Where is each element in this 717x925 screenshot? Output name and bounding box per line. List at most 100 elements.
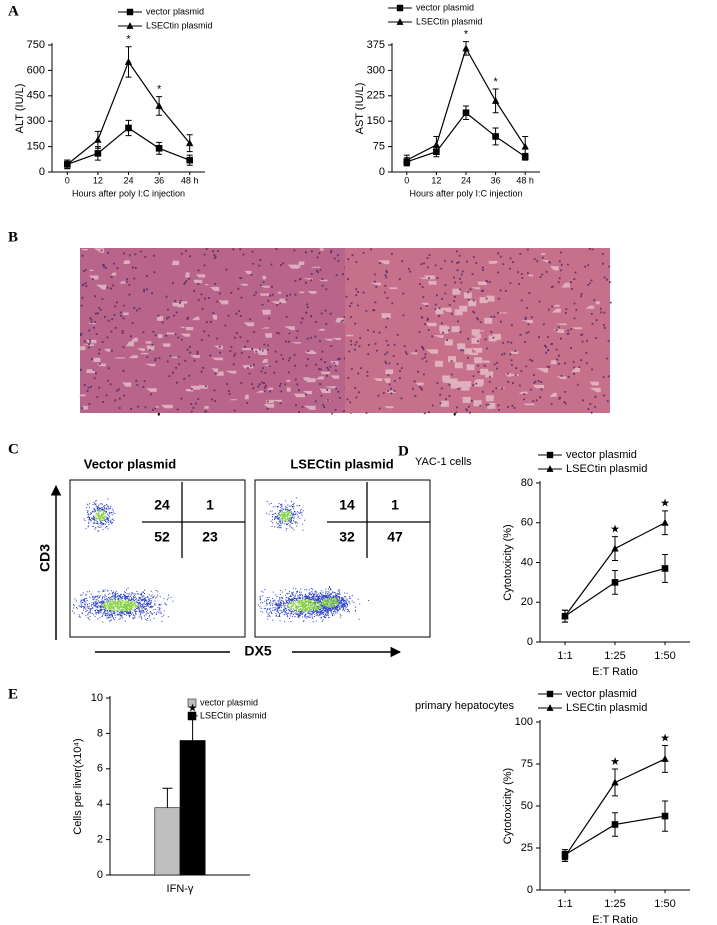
data-point xyxy=(492,133,499,140)
legend-label: vector plasmid xyxy=(200,697,258,707)
y-tick-label: 10 xyxy=(91,692,103,704)
data-point xyxy=(432,140,441,148)
y-tick-label: 80 xyxy=(521,477,533,489)
x-tick-label: 12 xyxy=(93,175,103,185)
x-tick-label: 1:50 xyxy=(654,650,675,662)
x-tick-label: 0 xyxy=(65,175,70,185)
quadrant-value: 24 xyxy=(154,497,170,513)
legend-label: LSECtin plasmid xyxy=(566,463,647,475)
data-point xyxy=(94,150,102,157)
y-tick-label: 0 xyxy=(39,166,45,178)
panel-label: D xyxy=(398,443,409,459)
y-axis-label: AST (IU/L) xyxy=(354,83,366,135)
data-point xyxy=(462,109,470,117)
data-point xyxy=(611,778,619,786)
data-point xyxy=(186,156,193,164)
quadrant-value: 23 xyxy=(202,529,218,545)
y-tick-label: 600 xyxy=(27,64,45,76)
y-tick-label: 450 xyxy=(27,90,45,102)
bar xyxy=(179,740,206,876)
y-tick-label: 8 xyxy=(97,727,103,739)
data-point xyxy=(63,160,71,168)
y-axis-label: Cells per liver(x10⁴) xyxy=(72,738,84,834)
data-point xyxy=(186,139,194,147)
data-point xyxy=(125,124,132,132)
bar xyxy=(154,807,181,876)
y-tick-label: 300 xyxy=(367,64,385,76)
quadrant-value: 14 xyxy=(339,497,355,513)
significance-mark: * xyxy=(126,34,131,46)
data-point xyxy=(661,518,669,526)
panel-label: E xyxy=(8,686,18,702)
x-axis-label: E:T Ratio xyxy=(592,666,638,678)
legend-label: vector plasmid xyxy=(146,6,204,16)
x-tick-label: 24 xyxy=(123,175,133,185)
significance-mark: * xyxy=(157,84,162,96)
legend-marker xyxy=(546,704,554,711)
flow-xlabel: DX5 xyxy=(244,643,271,659)
y-tick-label: 150 xyxy=(27,141,45,153)
significance-mark: * xyxy=(493,76,498,88)
significance-mark: ★ xyxy=(610,756,620,768)
data-point xyxy=(561,852,569,860)
x-tick-label: 36 xyxy=(154,175,164,185)
data-point xyxy=(561,612,569,620)
y-tick-label: 25 xyxy=(521,842,533,854)
data-point xyxy=(94,135,102,143)
y-tick-label: 75 xyxy=(373,141,385,153)
legend-marker xyxy=(546,451,554,459)
x-axis-label: Hours after poly I:C injection xyxy=(409,188,522,198)
legend-marker xyxy=(126,8,134,16)
y-tick-label: 40 xyxy=(521,556,533,568)
data-point xyxy=(611,821,619,828)
flow-title: LSECtin plasmid xyxy=(290,456,393,471)
y-tick-label: 100 xyxy=(515,716,533,728)
x-tick-label: 48 h xyxy=(181,175,199,185)
quadrant-value: 1 xyxy=(391,497,399,513)
data-point xyxy=(661,812,669,820)
legend-marker xyxy=(546,465,554,472)
histology-image xyxy=(80,248,350,413)
y-tick-label: 750 xyxy=(27,39,45,51)
y-tick-label: 2 xyxy=(97,834,103,846)
data-point xyxy=(403,156,411,164)
data-point xyxy=(661,755,669,762)
legend-marker xyxy=(126,22,134,29)
data-point xyxy=(155,144,163,152)
panel-label: A xyxy=(8,3,19,19)
significance-mark: ★ xyxy=(610,524,620,536)
x-tick-label: 12 xyxy=(431,175,441,185)
panel-label: C xyxy=(8,441,19,457)
quadrant-value: 47 xyxy=(387,529,403,545)
y-axis-label: ALT (IU/L) xyxy=(14,84,26,134)
chart-title: YAC-1 cells xyxy=(415,456,472,468)
flow-events-dense xyxy=(278,510,339,612)
y-tick-label: 300 xyxy=(27,115,45,127)
flow-plot xyxy=(254,479,431,638)
legend-marker xyxy=(546,690,554,698)
significance-mark: ★ xyxy=(660,498,670,510)
data-point xyxy=(155,102,163,109)
tissue-texture xyxy=(345,253,601,409)
panel-label: B xyxy=(8,229,18,245)
quadrant-value: 1 xyxy=(206,497,214,513)
legend-marker xyxy=(396,18,404,25)
legend-label: LSECtin plasmid xyxy=(566,702,647,714)
x-tick-label: 1:1 xyxy=(557,650,572,662)
significance-mark: * xyxy=(464,29,469,41)
quadrant-value: 52 xyxy=(154,529,170,545)
nuclei xyxy=(80,248,352,415)
data-point xyxy=(124,57,133,65)
legend-label: vector plasmid xyxy=(416,2,474,12)
x-axis-label: Hours after poly I:C injection xyxy=(72,188,185,198)
y-tick-label: 6 xyxy=(97,763,103,775)
x-tick-label: 1:25 xyxy=(604,898,625,910)
y-tick-label: 4 xyxy=(97,798,103,810)
y-tick-label: 0 xyxy=(527,884,533,896)
x-tick-label: 24 xyxy=(461,175,471,185)
y-tick-label: 75 xyxy=(521,758,533,770)
y-tick-label: 0 xyxy=(379,166,385,178)
y-tick-label: 60 xyxy=(521,517,533,529)
x-tick-label: 1:25 xyxy=(604,650,625,662)
tissue-texture xyxy=(78,248,345,410)
